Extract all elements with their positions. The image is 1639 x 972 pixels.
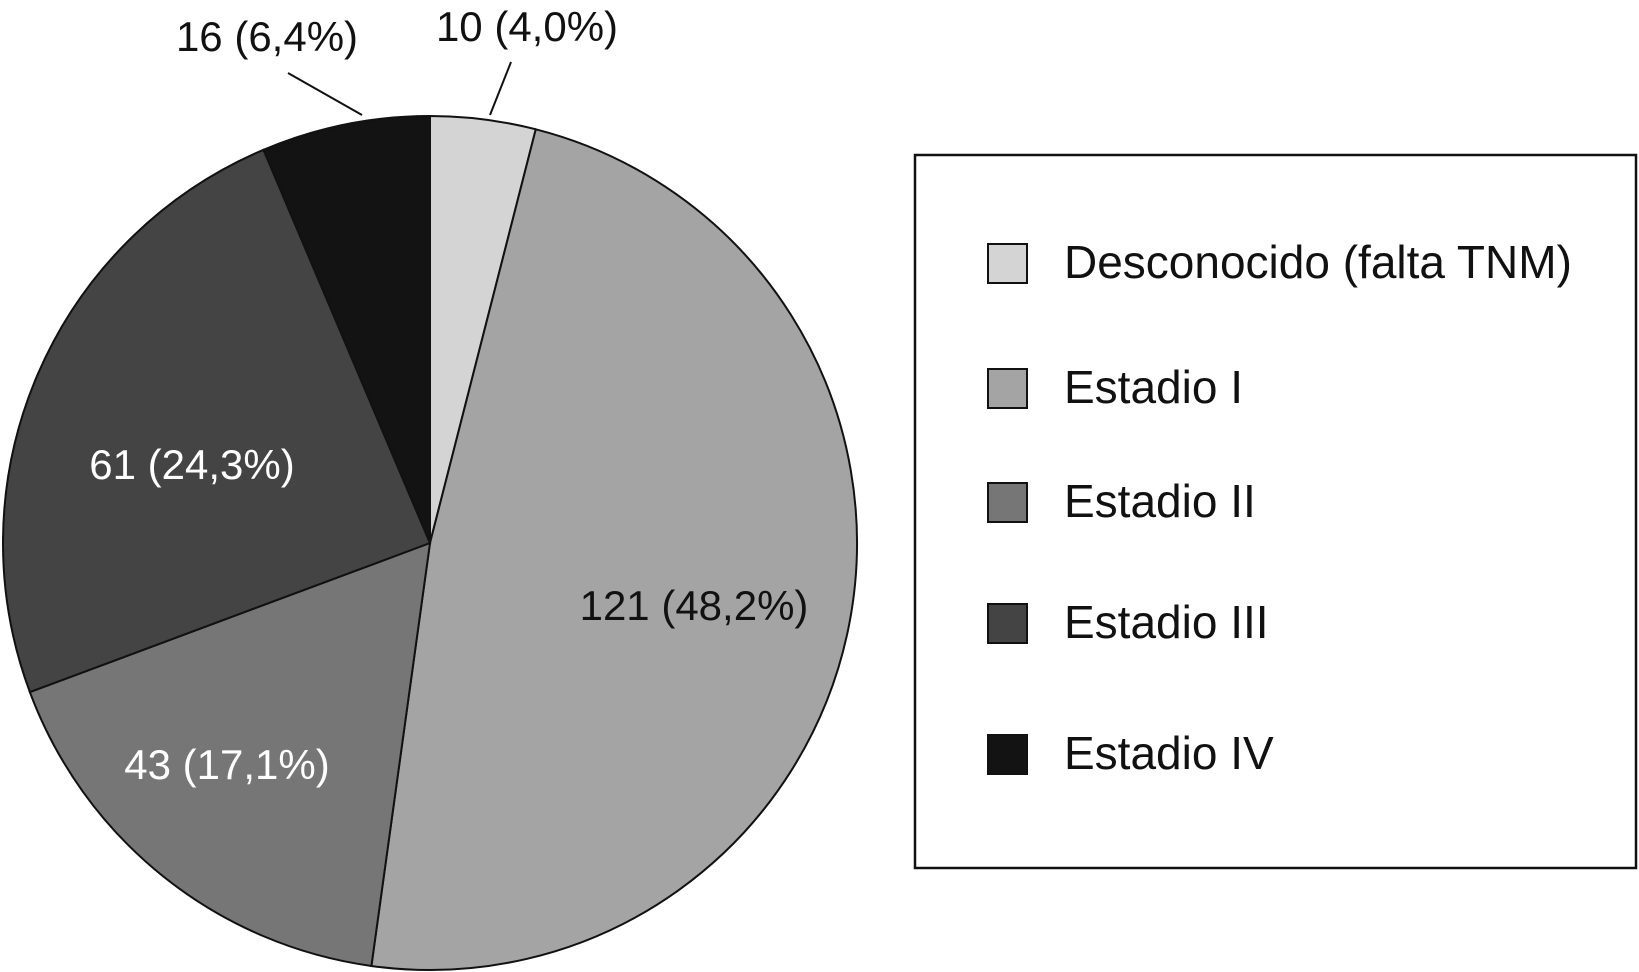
data-label: 10 (4,0%) bbox=[436, 3, 618, 50]
pie-slice bbox=[262, 114, 431, 544]
legend-swatch bbox=[987, 734, 1028, 775]
data-label: 16 (6,4%) bbox=[176, 13, 358, 60]
data-label: 61 (24,3%) bbox=[89, 441, 294, 488]
legend-label: Estadio II bbox=[1064, 475, 1256, 527]
legend-swatch bbox=[987, 603, 1028, 644]
pie-slice bbox=[2, 148, 432, 694]
legend-swatch bbox=[987, 243, 1028, 284]
leader-line bbox=[287, 72, 363, 116]
pie-slice bbox=[370, 128, 858, 971]
legend-label: Estadio I bbox=[1064, 361, 1243, 413]
legend-label: Estadio IV bbox=[1064, 727, 1274, 779]
legend-box bbox=[913, 153, 1638, 870]
legend-swatch bbox=[987, 368, 1028, 409]
data-label: 43 (17,1%) bbox=[124, 741, 329, 788]
legend-label: Desconocido (falta TNM) bbox=[1064, 236, 1572, 288]
data-label: 121 (48,2%) bbox=[580, 582, 809, 629]
leader-line bbox=[489, 61, 512, 116]
pie-slice bbox=[28, 541, 432, 968]
legend-label: Estadio III bbox=[1064, 596, 1269, 648]
legend-swatch bbox=[987, 482, 1028, 523]
